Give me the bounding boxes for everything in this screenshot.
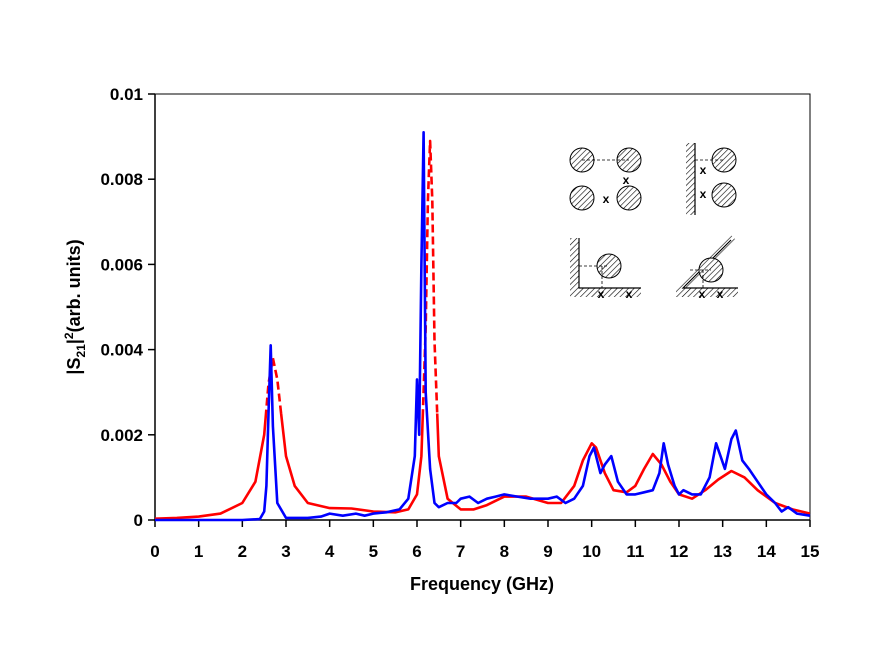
- corner-edge: [578, 238, 641, 289]
- y-axis-title-suffix: (arb. units): [64, 239, 84, 332]
- x-tick-label: 14: [757, 542, 776, 561]
- x-tick-label: 13: [713, 542, 732, 561]
- y-tick-label: 0.008: [100, 170, 143, 189]
- y-axis: 0 0.002 0.004 0.006 0.008 0.01: [100, 85, 156, 530]
- y-axis-title-superscript: 2: [62, 332, 76, 339]
- x-tick-label: 5: [369, 542, 378, 561]
- y-tick-label: 0: [134, 511, 143, 530]
- hatched-corner: [570, 238, 641, 297]
- x-tick-label: 11: [626, 542, 644, 561]
- cylinder: [711, 182, 737, 208]
- wedge-edge: [681, 239, 738, 289]
- hatched-wall: [686, 143, 695, 215]
- y-axis-title: |S21|2(arb. units): [62, 239, 88, 374]
- x-axis: 0 1 2 3 4 5 6 7 8 9 10 11 12 13 14 15: [150, 519, 820, 561]
- plot-area: [154, 93, 811, 521]
- inset-wedge-cylinder: x x: [676, 234, 738, 301]
- marker-x: x: [699, 287, 706, 301]
- inset-wall-cylinders: x x: [686, 143, 737, 215]
- x-axis-title: Frequency (GHz): [410, 574, 554, 594]
- series-line-1: [155, 131, 811, 522]
- x-tick-label: 2: [238, 542, 247, 561]
- y-tick-label: 0.002: [100, 426, 143, 445]
- marker-x: x: [700, 187, 707, 201]
- marker-x: x: [717, 287, 724, 301]
- y-axis-title-bar: |: [64, 339, 84, 344]
- marker-x: x: [700, 163, 707, 177]
- inset-diagrams: x x x x x x x x: [569, 143, 738, 301]
- x-tick-label: 7: [456, 542, 465, 561]
- x-tick-label: 8: [500, 542, 509, 561]
- y-tick-label: 0.004: [100, 341, 143, 360]
- cylinder: [569, 185, 595, 211]
- x-tick-label: 0: [150, 542, 159, 561]
- marker-x: x: [598, 287, 605, 301]
- marker-x: x: [626, 287, 633, 301]
- series-layer: [155, 131, 811, 522]
- x-tick-label: 15: [801, 542, 820, 561]
- cylinder: [616, 185, 642, 211]
- y-tick-label: 0.01: [110, 85, 143, 104]
- marker-x: x: [623, 173, 630, 187]
- inset-corner-cylinder: x x: [570, 238, 641, 301]
- x-tick-label: 3: [281, 542, 290, 561]
- y-axis-title-prefix: |S: [64, 358, 84, 375]
- marker-x: x: [603, 192, 610, 206]
- x-tick-label: 12: [670, 542, 689, 561]
- y-axis-title-subscript: 21: [74, 344, 88, 358]
- inset-four-cylinders: x x: [569, 147, 642, 211]
- x-tick-label: 1: [194, 542, 203, 561]
- x-tick-label: 9: [543, 542, 552, 561]
- x-tick-label: 10: [582, 542, 601, 561]
- y-tick-label: 0.006: [100, 255, 143, 274]
- x-tick-label: 4: [325, 542, 335, 561]
- x-tick-label: 6: [412, 542, 421, 561]
